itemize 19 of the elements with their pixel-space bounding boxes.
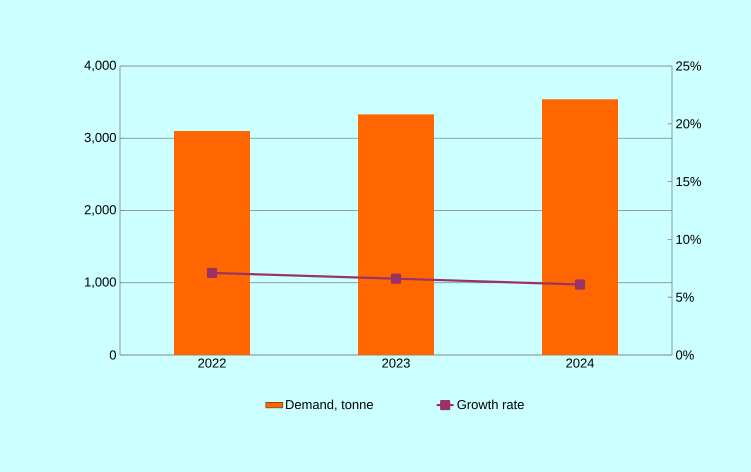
y-tick-label: 4,000 — [84, 60, 116, 72]
y2-tick-label: 20% — [676, 119, 701, 128]
y2-tick-label: 15% — [676, 177, 701, 186]
y2-tick-label: 5% — [676, 292, 694, 302]
y-tick-label: 0 — [110, 350, 116, 360]
x-tick-label: 2024 — [566, 358, 594, 368]
legend-label: Growth rate — [457, 400, 524, 410]
legend-label: Demand, tonne — [286, 400, 373, 411]
x-tick-label: 2023 — [382, 358, 410, 368]
y2-tick-label: 0% — [676, 350, 694, 360]
y-tick-label: 2,000 — [84, 205, 116, 216]
y2-tick-label: 10% — [676, 234, 701, 244]
point — [390, 274, 402, 284]
y-tick-label: 3,000 — [84, 132, 116, 144]
y-tick-label: 1,000 — [85, 277, 116, 288]
x-tick-label: 2022 — [198, 358, 226, 368]
y2-tick-label: 25% — [676, 61, 701, 71]
point — [206, 268, 218, 278]
point — [574, 279, 586, 290]
